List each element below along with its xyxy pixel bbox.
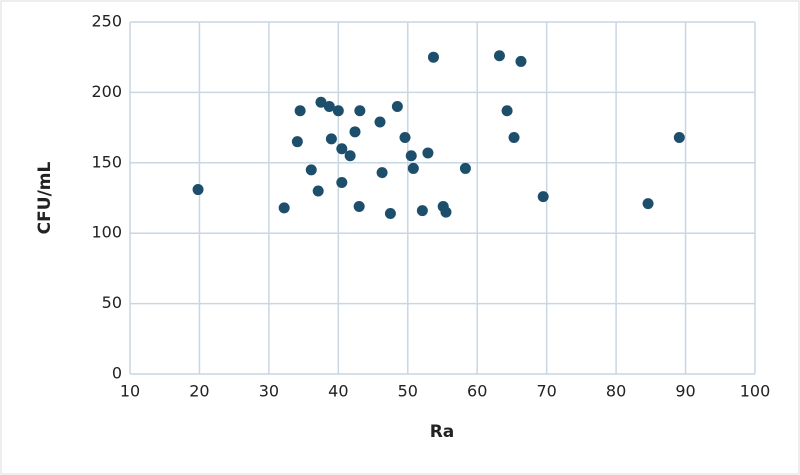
point (391, 100, 403, 112)
point (407, 162, 419, 174)
x-tick-label: 90 (675, 382, 695, 401)
x-tick-label: 40 (328, 382, 348, 401)
point (374, 116, 386, 128)
x-tick-label: 80 (606, 382, 626, 401)
point (336, 177, 348, 189)
point (278, 202, 290, 214)
y-tick-label: 0 (112, 364, 122, 383)
x-tick-label: 50 (398, 382, 418, 401)
point (405, 150, 417, 162)
point (642, 198, 654, 210)
point (354, 105, 366, 117)
x-tick-label: 30 (259, 382, 279, 401)
point (515, 55, 527, 67)
x-tick-label: 70 (536, 382, 556, 401)
x-tick-label: 10 (120, 382, 140, 401)
point (291, 136, 303, 148)
point (501, 105, 513, 117)
point (427, 51, 439, 63)
point (344, 150, 356, 162)
point (325, 133, 337, 145)
point (384, 207, 396, 219)
x-axis-title: Ra (430, 422, 455, 442)
y-axis-title: CFU/mL (35, 162, 55, 235)
point (305, 164, 317, 176)
y-tick-label: 250 (91, 12, 122, 31)
point (336, 143, 348, 155)
point (349, 126, 361, 138)
point (422, 147, 434, 159)
point (376, 167, 388, 179)
point (537, 191, 549, 203)
point (493, 50, 505, 62)
point (294, 105, 306, 117)
point (399, 131, 411, 143)
point (332, 105, 344, 117)
point (315, 96, 327, 108)
point (508, 131, 520, 143)
x-tick-label: 60 (467, 382, 487, 401)
y-tick-label: 50 (102, 293, 122, 312)
x-tick-label: 20 (189, 382, 209, 401)
point (323, 100, 335, 112)
y-tick-label: 150 (91, 152, 122, 171)
point (673, 131, 685, 143)
point (440, 206, 452, 218)
y-tick-label: 200 (91, 82, 122, 101)
y-tick-label: 100 (91, 223, 122, 242)
point (312, 185, 324, 197)
point (192, 184, 204, 196)
point (459, 162, 471, 174)
point (416, 205, 428, 217)
x-tick-label: 100 (740, 382, 771, 401)
point (353, 200, 365, 212)
